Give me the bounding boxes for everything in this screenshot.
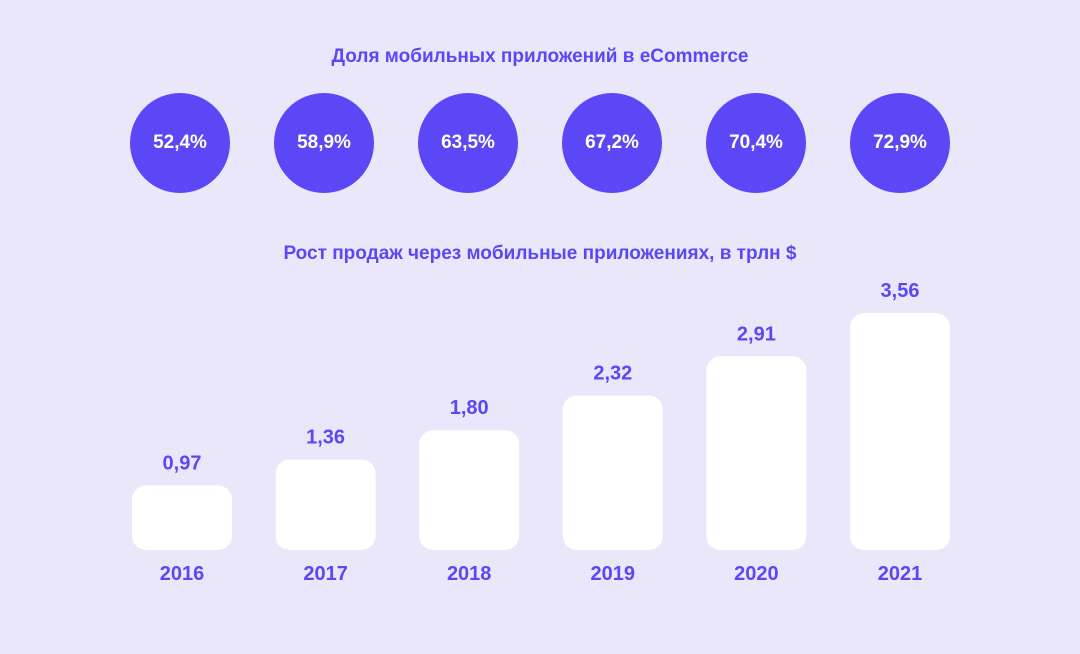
share-value-label: 52,4% (153, 132, 207, 153)
share-chart-title: Доля мобильных приложений в eCommerce (331, 46, 749, 67)
bar-2017 (275, 459, 376, 550)
share-circles-row: 52,4% 58,9% 63,5% 67,2% 70,4% 72,9% (0, 93, 1080, 193)
bar-value-label: 1,80 (450, 397, 489, 419)
x-tick-label: 2021 (878, 563, 923, 585)
share-value-label: 58,9% (297, 132, 351, 153)
bar-value-label: 2,91 (737, 323, 776, 345)
share-value-label: 70,4% (729, 132, 783, 153)
bar-2021 (850, 313, 950, 550)
share-value-label: 67,2% (585, 132, 639, 153)
bar-2020 (706, 356, 807, 550)
bar-2019 (562, 395, 663, 550)
share-value-label: 72,9% (873, 132, 927, 153)
x-tick-label: 2017 (303, 563, 348, 585)
bar-value-label: 0,97 (163, 452, 202, 474)
bar-value-label: 1,36 (306, 426, 345, 448)
bar-value-label: 3,56 (881, 280, 920, 302)
share-value-label: 63,5% (441, 132, 495, 153)
bar-2018 (419, 430, 520, 550)
sales-chart-title: Рост продаж через мобильные приложениях,… (283, 243, 797, 264)
bar-2016 (132, 485, 232, 550)
share-circle-2020: 70,4% (706, 93, 806, 193)
x-tick-label: 2018 (447, 563, 492, 585)
share-circle-2017: 58,9% (274, 93, 374, 193)
sales-bar-chart: 0,97 2016 1,36 2017 1,80 2018 2,32 2019 2,91 2020… (132, 280, 950, 585)
share-circle-2018: 63,5% (418, 93, 518, 193)
x-tick-label: 2019 (591, 563, 636, 585)
share-circle-2019: 67,2% (562, 93, 662, 193)
x-tick-label: 2016 (160, 563, 205, 585)
bar-value-label: 2,32 (593, 363, 632, 385)
share-circle-2021: 72,9% (850, 93, 950, 193)
share-circle-2016: 52,4% (130, 93, 230, 193)
x-tick-label: 2020 (734, 563, 779, 585)
